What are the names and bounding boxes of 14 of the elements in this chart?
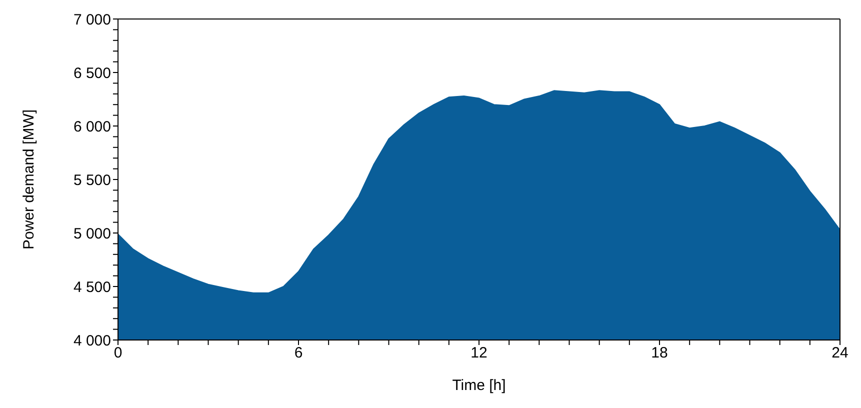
y-tick-label: 4 000 [73, 332, 111, 350]
y-tick-label: 6 500 [73, 64, 111, 82]
y-tick-label: 5 500 [73, 172, 111, 189]
y-tick-label: 4 500 [73, 278, 111, 296]
x-tick-label: 12 [470, 344, 488, 362]
x-tick-label: 24 [832, 344, 848, 362]
x-tick-label: 0 [114, 344, 122, 362]
y-tick-label: 5 000 [73, 225, 111, 242]
x-tick-label: 6 [294, 344, 303, 362]
y-tick-label: 6 000 [73, 118, 111, 136]
x-axis-title: Time [h] [452, 377, 506, 394]
y-tick-label: 7 000 [73, 11, 111, 28]
y-axis-title: Power demand [MW] [20, 109, 38, 250]
x-tick-label: 18 [651, 344, 668, 362]
